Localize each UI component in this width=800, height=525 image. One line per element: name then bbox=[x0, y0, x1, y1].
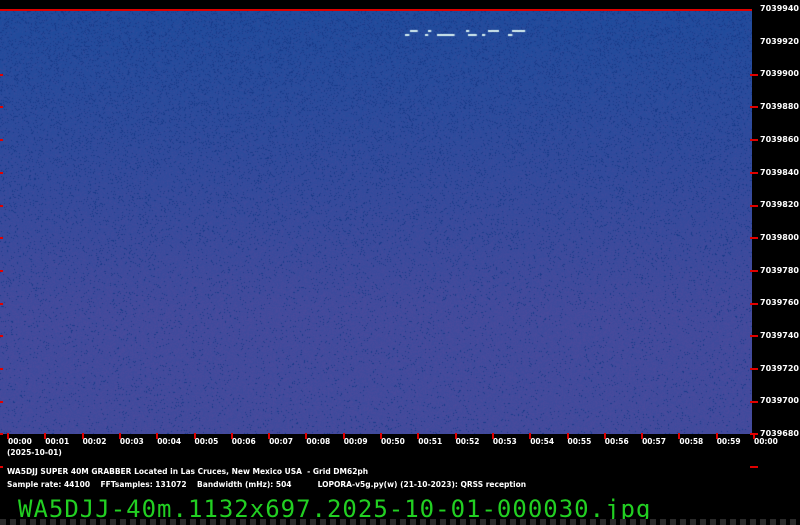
frequency-label: 7039920 bbox=[760, 37, 799, 46]
frequency-tick-left bbox=[0, 205, 3, 207]
spectrogram-waterfall bbox=[0, 10, 752, 434]
frequency-label: 7039900 bbox=[760, 69, 799, 78]
frequency-tick-left bbox=[0, 172, 3, 174]
capture-parameters: Sample rate: 44100 FFTsamples: 131072 Ba… bbox=[7, 480, 526, 489]
frequency-tick-left bbox=[0, 237, 3, 239]
frequency-tick-left bbox=[0, 74, 3, 76]
time-label: 00:08 bbox=[306, 437, 330, 446]
bottom-divider bbox=[0, 519, 800, 525]
time-label: 00:52 bbox=[456, 437, 480, 446]
time-label: 00:00 bbox=[8, 437, 32, 446]
frequency-tick bbox=[750, 74, 758, 76]
time-label: 00:00 bbox=[754, 437, 778, 446]
frequency-label: 7039760 bbox=[760, 298, 799, 307]
frequency-tick bbox=[750, 172, 758, 174]
frequency-tick bbox=[750, 237, 758, 239]
frequency-label: 7039720 bbox=[760, 364, 799, 373]
frequency-label: 7039800 bbox=[760, 233, 799, 242]
frequency-tick-left bbox=[0, 335, 3, 337]
time-label: 00:04 bbox=[157, 437, 181, 446]
frequency-tick-left bbox=[0, 466, 3, 468]
frequency-label: 7039940 bbox=[760, 4, 799, 13]
frequency-tick bbox=[750, 139, 758, 141]
frequency-tick-left bbox=[0, 139, 3, 141]
frequency-tick bbox=[750, 205, 758, 207]
frequency-label: 7039880 bbox=[760, 102, 799, 111]
time-label: 00:54 bbox=[530, 437, 554, 446]
frequency-tick bbox=[750, 335, 758, 337]
frequency-tick bbox=[750, 106, 758, 108]
time-label: 00:07 bbox=[269, 437, 293, 446]
frequency-label: 7039780 bbox=[760, 266, 799, 275]
time-label: 00:05 bbox=[195, 437, 219, 446]
time-label: 00:06 bbox=[232, 437, 256, 446]
frequency-tick bbox=[750, 466, 758, 468]
frequency-tick-left bbox=[0, 401, 3, 403]
time-label: 00:58 bbox=[679, 437, 703, 446]
time-label: 00:57 bbox=[642, 437, 666, 446]
frequency-tick-left bbox=[0, 303, 3, 305]
frequency-tick-left bbox=[0, 368, 3, 370]
station-info: WA5DJJ SUPER 40M GRABBER Located in Las … bbox=[7, 467, 368, 476]
frequency-tick-left bbox=[0, 433, 3, 435]
time-label: 00:51 bbox=[418, 437, 442, 446]
time-label: 00:50 bbox=[381, 437, 405, 446]
date-label: (2025-10-01) bbox=[7, 448, 62, 457]
time-label: 00:55 bbox=[568, 437, 592, 446]
top-marker-line bbox=[0, 9, 752, 11]
time-label: 00:56 bbox=[605, 437, 629, 446]
frequency-label: 7039740 bbox=[760, 331, 799, 340]
time-label: 00:09 bbox=[344, 437, 368, 446]
frequency-label: 7039700 bbox=[760, 396, 799, 405]
frequency-tick bbox=[750, 368, 758, 370]
time-label: 00:03 bbox=[120, 437, 144, 446]
frequency-tick bbox=[750, 303, 758, 305]
frequency-tick-left bbox=[0, 106, 3, 108]
frequency-tick bbox=[750, 270, 758, 272]
frequency-label: 7039840 bbox=[760, 168, 799, 177]
frequency-tick-left bbox=[0, 270, 3, 272]
time-label: 00:02 bbox=[83, 437, 107, 446]
frequency-label: 7039820 bbox=[760, 200, 799, 209]
time-label: 00:01 bbox=[45, 437, 69, 446]
frequency-tick bbox=[750, 401, 758, 403]
time-label: 00:53 bbox=[493, 437, 517, 446]
frequency-label: 7039860 bbox=[760, 135, 799, 144]
time-label: 00:59 bbox=[717, 437, 741, 446]
